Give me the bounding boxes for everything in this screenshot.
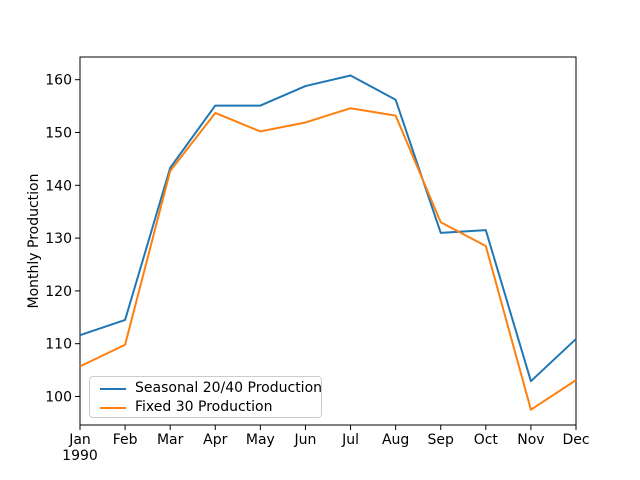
x-tick-label: Dec bbox=[562, 432, 589, 448]
y-tick-label: 110 bbox=[45, 337, 72, 353]
x-tick-label: Jul bbox=[341, 432, 359, 448]
x-tick-label: Nov bbox=[517, 432, 544, 448]
x-tick-label: Mar bbox=[157, 432, 184, 448]
series-line-1 bbox=[79, 107, 577, 411]
x-tick-label: May bbox=[246, 432, 275, 448]
legend-label-fixed: Fixed 30 Production bbox=[135, 399, 273, 415]
y-tick-label: 160 bbox=[45, 73, 72, 89]
x-tick-label: Apr bbox=[203, 432, 227, 448]
y-tick-label: 140 bbox=[45, 178, 72, 194]
legend: Seasonal 20/40 Production Fixed 30 Produ… bbox=[89, 376, 322, 418]
y-tick-label: 130 bbox=[45, 231, 72, 247]
legend-line-swatch-seasonal bbox=[100, 387, 126, 390]
y-axis-label: Monthly Production bbox=[26, 173, 42, 309]
y-tick-label: 120 bbox=[45, 284, 72, 300]
legend-item-fixed: Fixed 30 Production bbox=[100, 398, 321, 417]
plot-border bbox=[79, 56, 577, 426]
x-tick-label: Aug bbox=[382, 432, 409, 448]
x-axis-year-label: 1990 bbox=[62, 448, 98, 464]
x-tick-label: Jan bbox=[68, 432, 91, 448]
y-tick-label: 100 bbox=[45, 389, 72, 405]
x-tick-label: Sep bbox=[428, 432, 455, 448]
y-tick-label: 150 bbox=[45, 126, 72, 142]
x-tick-label: Jun bbox=[294, 432, 317, 448]
legend-label-seasonal: Seasonal 20/40 Production bbox=[135, 380, 323, 396]
x-tick-label: Feb bbox=[113, 432, 138, 448]
x-tick-label: Oct bbox=[474, 432, 499, 448]
series-line-0 bbox=[79, 74, 577, 383]
legend-line-swatch-fixed bbox=[100, 406, 126, 409]
legend-item-seasonal: Seasonal 20/40 Production bbox=[100, 379, 323, 398]
